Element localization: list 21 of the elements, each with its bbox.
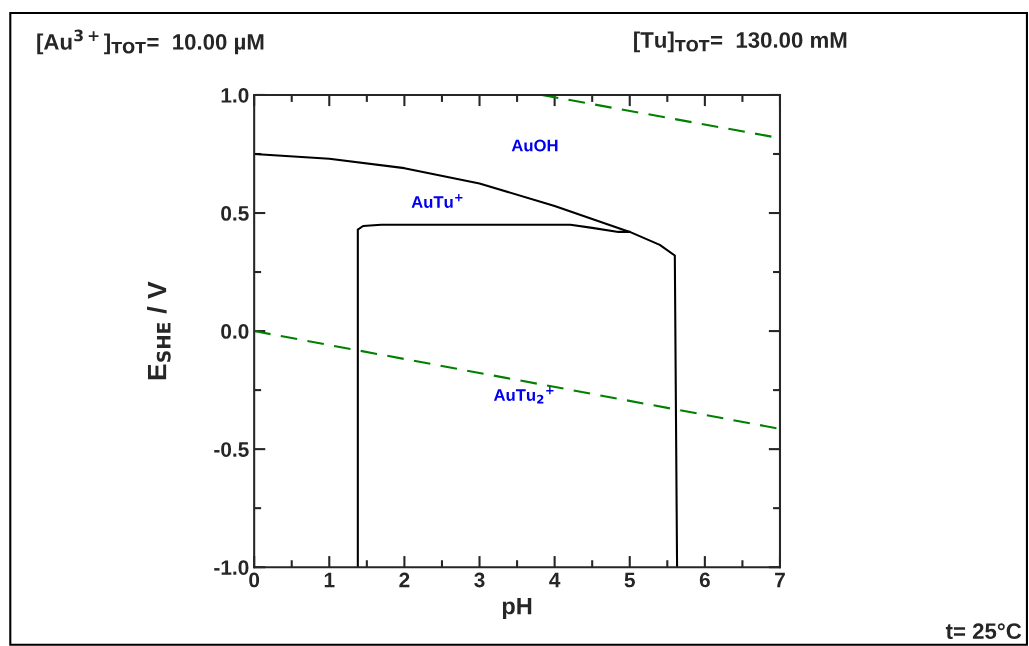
x-tick-label: 7 bbox=[775, 572, 785, 588]
text: [Tu]$_{TOT}$= 130.00 mM bbox=[634, 31, 847, 53]
x-axis-title: pH bbox=[502, 597, 532, 620]
y-tick-label: 0.0 bbox=[221, 324, 249, 339]
y-axis-title: E$_{SHE}$ / V bbox=[147, 281, 171, 380]
text: [Au$^{3+}$]$_{TOT}$= 10.00 µM bbox=[37, 29, 264, 55]
text: t= 25°C bbox=[945, 623, 1022, 640]
y-tick-label: 0.5 bbox=[221, 206, 249, 221]
y-tick-label: -1.0 bbox=[214, 560, 249, 575]
x-tick-label: 2 bbox=[399, 572, 410, 588]
annotation: AuTu$^{+}$ bbox=[411, 194, 463, 208]
x-tick-label: 5 bbox=[624, 572, 635, 588]
annotation: AuTu$_{2}$$^{+}$ bbox=[493, 387, 554, 404]
x-tick-label: 0 bbox=[249, 572, 260, 588]
y-tick-label: -0.5 bbox=[214, 442, 249, 457]
x-tick-label: 4 bbox=[549, 572, 561, 588]
x-tick-label: 6 bbox=[699, 572, 710, 588]
annotation: AuOH bbox=[511, 139, 558, 152]
x-tick-label: 3 bbox=[474, 572, 485, 588]
x-tick-label: 1 bbox=[324, 572, 335, 588]
y-tick-label: 1.0 bbox=[221, 87, 249, 103]
